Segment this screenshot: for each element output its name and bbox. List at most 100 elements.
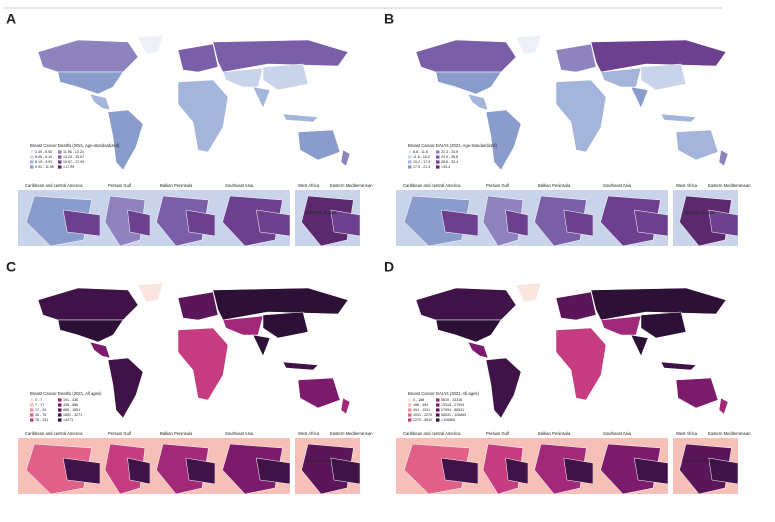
legend-swatch bbox=[408, 155, 412, 159]
panel: C Breast Cancer Deaths (2021, All ages) 0 … bbox=[6, 259, 373, 495]
legend-swatch bbox=[58, 150, 62, 154]
country-region bbox=[435, 71, 502, 95]
world-map bbox=[18, 32, 358, 172]
inset-label: Balkan Peninsula bbox=[538, 431, 571, 436]
inset-label: Balkan Peninsula bbox=[538, 183, 571, 188]
legend-swatch bbox=[436, 160, 440, 164]
legend-title: Breast Cancer DALYs (2021, All ages) bbox=[408, 391, 480, 396]
inset-land bbox=[301, 443, 354, 495]
country-region bbox=[435, 319, 502, 343]
inset-land bbox=[330, 457, 361, 485]
inset-land bbox=[222, 443, 283, 495]
legend-item: 7 - 17 bbox=[35, 403, 44, 407]
country-region bbox=[297, 377, 341, 409]
legend-swatch bbox=[408, 403, 412, 407]
inset-label: Southeast Asia bbox=[225, 183, 254, 188]
inset-land bbox=[482, 195, 524, 247]
country-region bbox=[555, 291, 597, 321]
inset-label: Northern Europe bbox=[306, 210, 338, 215]
country-region bbox=[660, 113, 697, 123]
country-region bbox=[137, 282, 164, 303]
legend-swatch bbox=[58, 165, 62, 169]
inset-land bbox=[403, 443, 471, 495]
country-region bbox=[252, 86, 271, 109]
inset bbox=[295, 438, 361, 495]
inset-land bbox=[255, 209, 291, 237]
country-region bbox=[89, 93, 111, 111]
inset-land bbox=[222, 195, 283, 247]
inset-label: Caribbean and central America bbox=[25, 431, 83, 436]
inset bbox=[673, 438, 739, 495]
country-region bbox=[57, 71, 124, 95]
legend-item: 27094 - 56531 bbox=[441, 408, 464, 412]
country-region bbox=[107, 109, 144, 171]
inset-label: Eastern Mediterranean bbox=[330, 431, 373, 436]
legend-item: 13.24 - 15.67 bbox=[63, 155, 84, 159]
country-region bbox=[555, 43, 597, 73]
inset-land bbox=[708, 209, 739, 237]
legend-swatch bbox=[58, 413, 62, 417]
panel-letter: D bbox=[384, 259, 394, 275]
inset bbox=[528, 190, 594, 247]
inset-label: Caribbean and central America bbox=[403, 431, 461, 436]
country-region bbox=[340, 149, 351, 167]
country-region bbox=[515, 34, 542, 55]
country-region bbox=[630, 334, 649, 357]
inset-label: Eastern Mediterranean bbox=[708, 431, 751, 436]
legend-swatch bbox=[30, 403, 34, 407]
legend-swatch bbox=[30, 155, 34, 159]
legend-item: 2.49 - 6.06 bbox=[35, 150, 52, 154]
legend-item: 13318 - 27094 bbox=[441, 403, 464, 407]
inset-land bbox=[482, 443, 524, 495]
legend-swatch bbox=[30, 398, 34, 402]
legend-swatch bbox=[30, 160, 34, 164]
country-region bbox=[415, 39, 517, 73]
legend-swatch bbox=[30, 165, 34, 169]
legend-item: 15.67 - 17.99 bbox=[63, 160, 84, 164]
legend-item: 17.9 - 21.3 bbox=[413, 165, 430, 169]
inset-land bbox=[255, 457, 291, 485]
legend-item: 15.2 - 17.9 bbox=[413, 160, 430, 164]
legend-item: 188 - 494 bbox=[413, 403, 428, 407]
legend-swatch bbox=[436, 398, 440, 402]
legend-item: >126869 bbox=[441, 418, 455, 422]
country-region bbox=[675, 129, 719, 161]
inset bbox=[396, 190, 479, 247]
legend-swatch bbox=[408, 398, 412, 402]
country-region bbox=[415, 287, 517, 321]
legend-swatch bbox=[30, 413, 34, 417]
country-region bbox=[177, 43, 219, 73]
inset-land bbox=[600, 195, 661, 247]
inset bbox=[593, 190, 669, 247]
country-region bbox=[467, 93, 489, 111]
inset-label: Southeast Asia bbox=[225, 431, 254, 436]
country-region bbox=[262, 63, 309, 91]
inset bbox=[18, 438, 101, 495]
country-region bbox=[252, 334, 271, 357]
panel-letter: A bbox=[6, 11, 16, 27]
legend-swatch bbox=[30, 408, 34, 412]
legend-item: 2270 - 5810 bbox=[413, 418, 432, 422]
legend-item: >17.99 bbox=[63, 165, 74, 169]
inset bbox=[478, 190, 529, 247]
legend-item: 436 - 886 bbox=[63, 403, 78, 407]
legend-item: >33.4 bbox=[441, 165, 450, 169]
country-region bbox=[89, 341, 111, 359]
legend-item: 6.06 - 8.10 bbox=[35, 155, 52, 159]
legend-title: Breast Cancer Deaths (2021, Age-standard… bbox=[30, 143, 120, 148]
legend-item: 11.6 - 15.2 bbox=[413, 155, 430, 159]
inset bbox=[593, 438, 669, 495]
country-region bbox=[37, 287, 139, 321]
inset-land bbox=[403, 195, 471, 247]
inset-label: Southeast Asia bbox=[603, 431, 632, 436]
legend-item: 886 - 1851 bbox=[63, 408, 80, 412]
country-region bbox=[600, 315, 642, 336]
inset-land bbox=[25, 195, 93, 247]
legend-item: 8.10 - 9.93 bbox=[35, 160, 52, 164]
inset bbox=[100, 438, 151, 495]
country-region bbox=[640, 63, 687, 91]
country-region bbox=[718, 397, 729, 415]
country-region bbox=[137, 34, 164, 55]
inset bbox=[150, 190, 216, 247]
legend-swatch bbox=[408, 418, 412, 422]
